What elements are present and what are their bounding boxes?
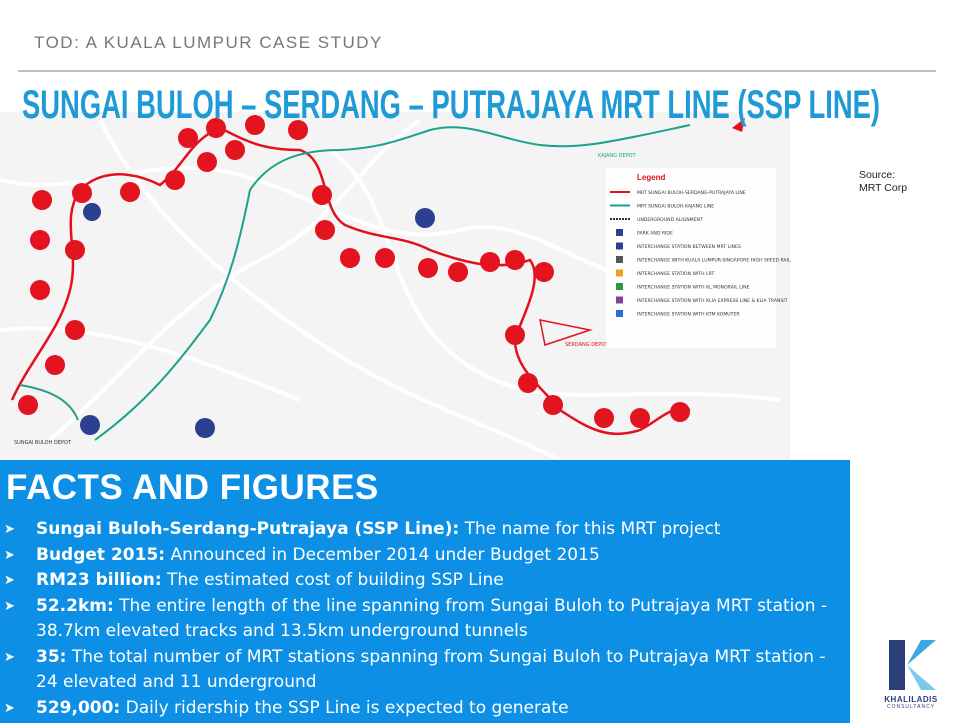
- fact-term: Sungai Buloh-Serdang-Putrajaya (SSP Line…: [36, 519, 460, 539]
- fact-term: 529,000:: [36, 697, 121, 718]
- fact-text: The name for this MRT project: [464, 519, 721, 539]
- facts-list: Sungai Buloh-Serdang-Putrajaya (SSP Line…: [0, 517, 845, 721]
- logo-name: KHALILADIS: [884, 695, 938, 704]
- legend-label: MRT SUNGAI BULOH-SERDANG-PUTRAJAYA LINE: [637, 190, 746, 196]
- legend-icon: [616, 310, 623, 317]
- legend-icon: [616, 296, 623, 304]
- legend-label: INTERCHANGE STATION WITH KL MONORAIL LIN…: [637, 284, 750, 290]
- fact-item: RM23 billion: The estimated cost of buil…: [0, 568, 845, 594]
- legend-icon: [616, 256, 623, 263]
- fact-text: Announced in December 2014 under Budget …: [170, 544, 600, 565]
- fact-text: The total number of MRT stations spannin…: [36, 646, 826, 693]
- fact-text: The estimated cost of building SSP Line: [167, 570, 504, 590]
- legend-label: INTERCHANGE WITH KUALA LUMPUR-SINGAPORE …: [637, 257, 791, 263]
- legend: MRT SUNGAI BULOH-SERDANG-PUTRAJAYA LINE M…: [610, 190, 791, 317]
- logo: KHALILADIS CONSULTANCY: [866, 640, 956, 710]
- legend-label: UNDERGROUND ALIGNMENT: [637, 217, 703, 223]
- depot-label: KAJANG DEPOT: [598, 153, 637, 159]
- legend-icon: [616, 283, 623, 290]
- legend-label: INTERCHANGE STATION WITH KTM KOMUTER: [637, 311, 740, 317]
- fact-term: Budget 2015:: [36, 544, 166, 565]
- legend-label: MRT SUNGAI BULOH-KAJANG LINE: [637, 203, 714, 209]
- map-area: TOD: A KUALA LUMPUR CASE STUDY S: [0, 33, 936, 460]
- logo-sub: CONSULTANCY: [886, 704, 936, 710]
- fact-item: Budget 2015: Announced in December 2014 …: [0, 543, 845, 569]
- legend-icon: [616, 242, 623, 250]
- facts-panel: FACTS AND FIGURES Sungai Buloh-Serdang-P…: [0, 460, 850, 723]
- legend-title: Legend: [637, 173, 666, 182]
- fact-item: 52.2km: The entire length of the line sp…: [0, 594, 845, 645]
- fact-item: 35: The total number of MRT stations spa…: [0, 645, 845, 696]
- page-title: SUNGAI BULOH – SERDANG – PUTRAJAYA MRT L…: [22, 83, 880, 127]
- fact-term: 35:: [36, 646, 67, 667]
- source-note: Source: MRT Corp: [859, 169, 908, 194]
- fact-term: RM23 billion:: [36, 570, 162, 590]
- legend-label: INTERCHANGE STATION WITH LRT: [637, 271, 714, 277]
- fact-text: Daily ridership the SSP Line is expected…: [125, 697, 569, 718]
- depot-label: SUNGAI BULOH DEPOT: [14, 440, 72, 446]
- fact-text: The entire length of the line spanning f…: [36, 595, 828, 642]
- depot-label: SERDANG DEPOT: [565, 342, 609, 348]
- facts-title: FACTS AND FIGURES: [6, 468, 379, 507]
- legend-icon: [616, 269, 623, 277]
- logo-mark: [889, 640, 936, 690]
- section-header: TOD: A KUALA LUMPUR CASE STUDY: [34, 33, 383, 52]
- map: SUNGAI BULOH DEPOT SERDANG DEPOT KAJANG …: [0, 112, 791, 460]
- legend-label: PARK AND RIDE: [637, 230, 673, 236]
- legend-label: INTERCHANGE STATION BETWEEN MRT LINES: [637, 244, 741, 250]
- fact-item: 529,000: Daily ridership the SSP Line is…: [0, 696, 845, 722]
- legend-icon: [616, 229, 623, 236]
- fact-item: Sungai Buloh-Serdang-Putrajaya (SSP Line…: [0, 517, 845, 543]
- fact-term: 52.2km:: [36, 595, 114, 616]
- legend-label: INTERCHANGE STATION WITH KLIA EXPRESS LI…: [637, 298, 788, 304]
